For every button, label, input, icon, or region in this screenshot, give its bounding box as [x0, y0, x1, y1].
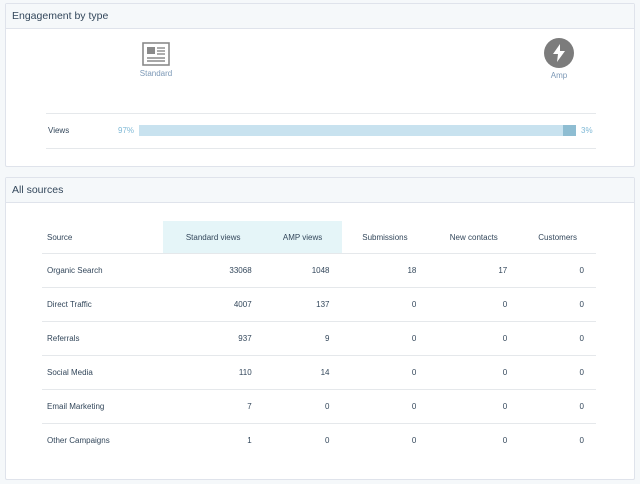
customers-value: 0 — [519, 389, 596, 424]
submissions-value: 0 — [341, 355, 429, 390]
engagement-card: Engagement by type Standard Amp Views 97… — [5, 3, 635, 167]
table-row: Direct Traffic 4007 137 0 0 0 — [42, 287, 596, 322]
submissions-value: 0 — [341, 389, 429, 424]
amp-views-value: 137 — [263, 287, 342, 322]
column-new-contacts[interactable]: New contacts — [428, 221, 520, 254]
customers-value: 0 — [519, 287, 596, 322]
amp-views-value: 0 — [263, 389, 342, 424]
customers-value: 0 — [519, 355, 596, 390]
submissions-value: 0 — [411, 436, 417, 445]
customers-value: 0 — [519, 321, 596, 356]
source-name: Email Marketing — [42, 389, 163, 424]
amp-views-value: 0 — [325, 436, 330, 445]
new-contacts-value: 17 — [428, 253, 520, 288]
standard-views-value: 4007 — [162, 287, 264, 322]
amp-percent: 3% — [581, 126, 593, 135]
new-contacts-value: 0 — [502, 436, 508, 445]
views-split-bar — [139, 125, 576, 136]
column-standard-views[interactable]: Standard views — [162, 221, 264, 254]
standard-percent: 97% — [118, 126, 135, 135]
standard-views-value: 1 — [247, 436, 252, 445]
standard-views-bar — [139, 125, 563, 136]
standard-type: Standard — [136, 42, 176, 78]
newspaper-icon — [142, 42, 170, 66]
standard-views-value: 33068 — [162, 253, 264, 288]
amp-views-value: 1048 — [263, 253, 342, 288]
table-row: Referrals 937 9 0 0 0 — [42, 321, 596, 356]
standard-views-value: 937 — [162, 321, 264, 356]
source-name: Referrals — [42, 321, 163, 356]
table-row: Email Marketing 7 0 0 0 0 — [42, 389, 596, 424]
customers-value: 0 — [579, 436, 584, 445]
customers-value: 0 — [519, 253, 596, 288]
amp-type: Amp — [539, 38, 579, 80]
amp-views-value: 14 — [263, 355, 342, 390]
standard-views-value: 7 — [162, 389, 264, 424]
source-name: Other Campaigns — [47, 436, 110, 445]
source-name: Direct Traffic — [42, 287, 163, 322]
table-row: Other Campaigns 1 0 0 0 0 — [42, 424, 596, 458]
sources-card: All sources Source Standard views AMP view… — [5, 177, 635, 480]
new-contacts-value: 0 — [428, 355, 520, 390]
amp-views-value: 9 — [263, 321, 342, 356]
table-row: Social Media 110 14 0 0 0 — [42, 355, 596, 390]
submissions-value: 0 — [341, 321, 429, 356]
source-name: Organic Search — [42, 253, 163, 288]
source-name: Social Media — [42, 355, 163, 390]
lightning-bolt-icon — [544, 38, 574, 68]
column-customers[interactable]: Customers — [519, 221, 596, 254]
column-amp-views[interactable]: AMP views — [263, 221, 342, 254]
table-row: Organic Search 33068 1048 18 17 0 — [42, 253, 596, 288]
amp-views-bar — [562, 125, 576, 136]
submissions-value: 18 — [341, 253, 429, 288]
sources-title: All sources — [6, 178, 634, 203]
views-label: Views — [48, 126, 70, 135]
new-contacts-value: 0 — [428, 321, 520, 356]
new-contacts-value: 0 — [428, 389, 520, 424]
engagement-title: Engagement by type — [6, 4, 634, 29]
column-source[interactable]: Source — [42, 221, 163, 254]
standard-label: Standard — [139, 69, 173, 78]
table-header-row: Source Standard views AMP views Submissions… — [42, 221, 596, 254]
column-submissions[interactable]: Submissions — [341, 221, 429, 254]
amp-label: Amp — [550, 71, 568, 80]
submissions-value: 0 — [341, 287, 429, 322]
sources-table: Source Standard views AMP views Submissions… — [42, 221, 596, 457]
standard-views-value: 110 — [162, 355, 264, 390]
new-contacts-value: 0 — [428, 287, 520, 322]
views-row: Views 97% 3% — [46, 113, 596, 149]
